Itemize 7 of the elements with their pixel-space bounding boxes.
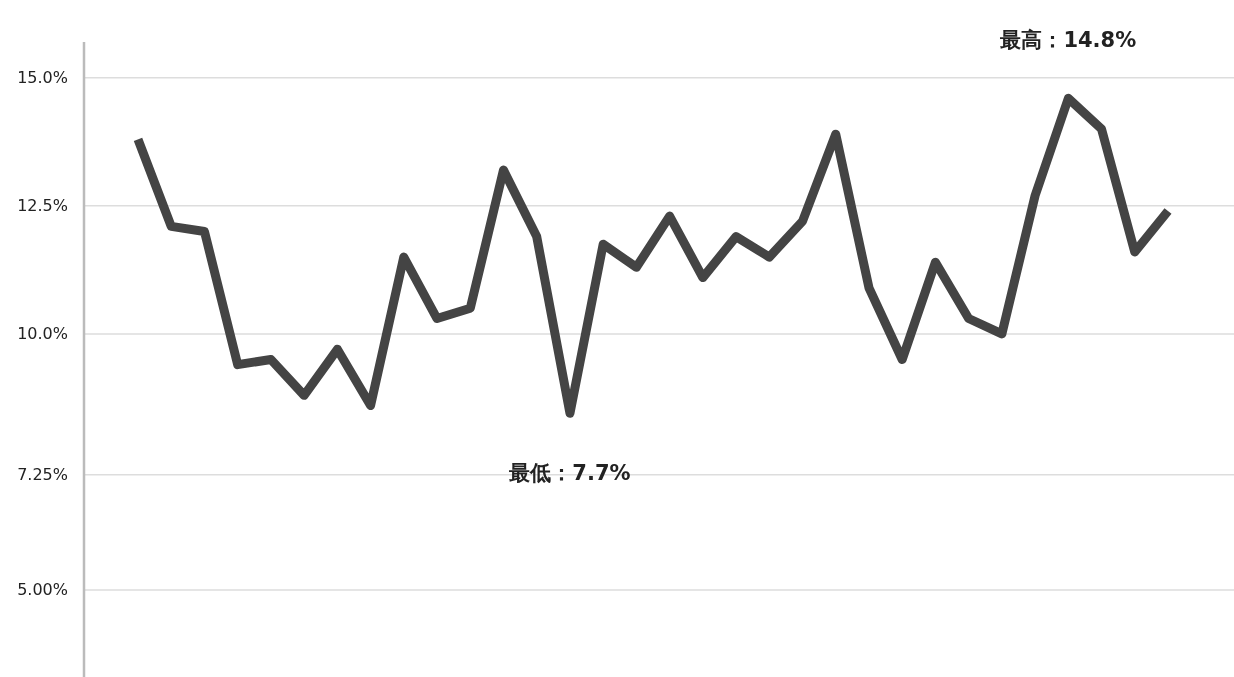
- y-tick-label: 5.00%: [17, 580, 68, 600]
- y-tick-label: 12.5%: [17, 196, 68, 216]
- y-tick-label: 15.0%: [17, 68, 68, 88]
- y-tick-label: 10.0%: [17, 324, 68, 344]
- y-tick-label: 7.25%: [17, 465, 68, 485]
- annotation: 最高：14.8%: [999, 28, 1137, 53]
- annotation: 最低：7.7%: [508, 461, 631, 486]
